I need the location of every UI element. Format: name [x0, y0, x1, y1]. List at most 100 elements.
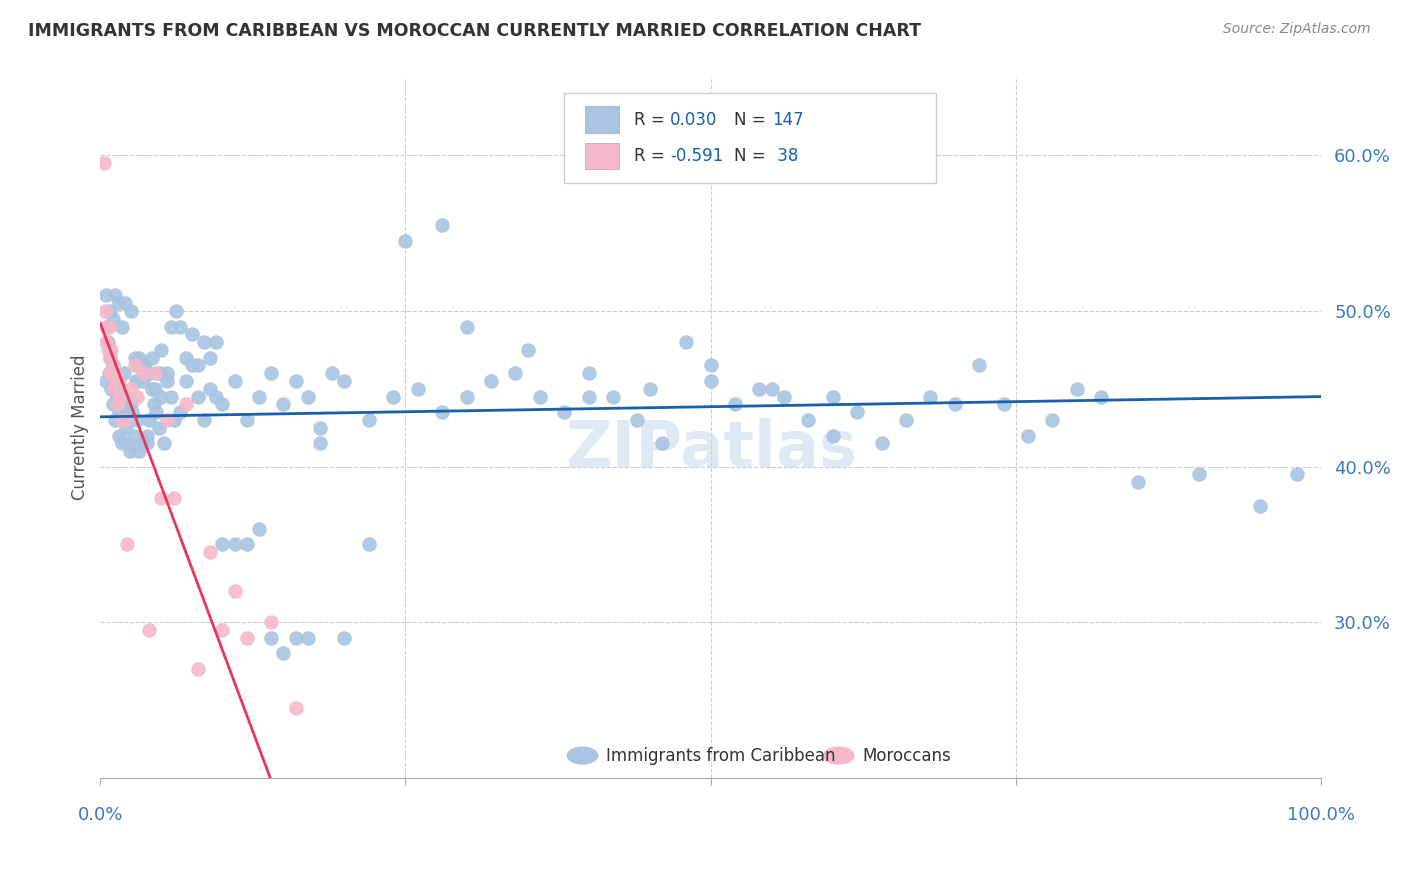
Point — [118, 444, 141, 458]
Point — [160, 390, 183, 404]
Point — [107, 405, 129, 419]
Point — [260, 631, 283, 645]
Point — [273, 647, 295, 661]
Point — [870, 436, 893, 450]
Point — [180, 359, 202, 373]
Point — [406, 382, 429, 396]
Point — [101, 359, 124, 373]
Point — [675, 335, 697, 350]
Point — [169, 319, 191, 334]
Point — [638, 382, 661, 396]
Text: 100.0%: 100.0% — [1286, 806, 1355, 824]
Point — [141, 382, 163, 396]
Point — [93, 156, 115, 170]
Point — [273, 397, 295, 411]
Point — [138, 413, 160, 427]
Point — [108, 390, 131, 404]
Point — [651, 436, 673, 450]
Text: 0.030: 0.030 — [671, 111, 717, 128]
FancyBboxPatch shape — [564, 93, 936, 183]
Point — [1066, 382, 1088, 396]
Point — [150, 390, 173, 404]
Text: -0.591: -0.591 — [671, 147, 724, 165]
Point — [200, 382, 222, 396]
Point — [162, 491, 184, 505]
Point — [200, 545, 222, 559]
Text: 0.0%: 0.0% — [77, 806, 124, 824]
Point — [143, 397, 166, 411]
Point — [115, 537, 138, 551]
Point — [602, 390, 624, 404]
Text: Source: ZipAtlas.com: Source: ZipAtlas.com — [1223, 22, 1371, 37]
Point — [211, 623, 233, 637]
Point — [114, 413, 136, 427]
Point — [111, 319, 134, 334]
Point — [114, 296, 136, 310]
Point — [107, 374, 129, 388]
Point — [187, 359, 209, 373]
Point — [247, 522, 270, 536]
Point — [309, 436, 332, 450]
Point — [128, 444, 150, 458]
Point — [135, 428, 157, 442]
Point — [125, 374, 148, 388]
Point — [394, 234, 416, 248]
Point — [132, 366, 155, 380]
Point — [105, 374, 128, 388]
Point — [120, 304, 142, 318]
Point — [297, 631, 319, 645]
Point — [205, 335, 228, 350]
Point — [103, 382, 125, 396]
Point — [156, 374, 179, 388]
Point — [101, 359, 124, 373]
Circle shape — [823, 747, 855, 764]
Point — [153, 436, 176, 450]
Point — [138, 366, 160, 380]
Point — [120, 382, 142, 396]
Point — [479, 374, 502, 388]
Point — [96, 335, 118, 350]
Bar — [585, 106, 619, 133]
Point — [1126, 475, 1149, 490]
Point — [260, 366, 283, 380]
Point — [100, 343, 122, 357]
Point — [132, 374, 155, 388]
Point — [456, 319, 478, 334]
Text: 38: 38 — [772, 147, 799, 165]
Point — [125, 390, 148, 404]
Point — [96, 288, 118, 302]
Point — [156, 366, 179, 380]
Point — [357, 413, 380, 427]
Bar — [585, 143, 619, 169]
Point — [578, 390, 600, 404]
Point — [174, 374, 197, 388]
Point — [105, 374, 128, 388]
Point — [284, 631, 307, 645]
Point — [124, 359, 146, 373]
Point — [150, 343, 173, 357]
Point — [128, 351, 150, 365]
Point — [160, 319, 183, 334]
Point — [104, 288, 127, 302]
Point — [260, 615, 283, 630]
Point — [156, 413, 179, 427]
Point — [97, 343, 120, 357]
Point — [211, 537, 233, 551]
Point — [97, 366, 120, 380]
Point — [553, 405, 575, 419]
Point — [187, 390, 209, 404]
Point — [205, 390, 228, 404]
Point — [145, 405, 167, 419]
Point — [132, 359, 155, 373]
Point — [1285, 467, 1308, 482]
Point — [430, 219, 453, 233]
Point — [333, 374, 356, 388]
Point — [174, 397, 197, 411]
Point — [104, 366, 127, 380]
Point — [97, 335, 120, 350]
Point — [107, 397, 129, 411]
Point — [297, 390, 319, 404]
Point — [143, 382, 166, 396]
Point — [967, 359, 990, 373]
Point — [98, 351, 121, 365]
